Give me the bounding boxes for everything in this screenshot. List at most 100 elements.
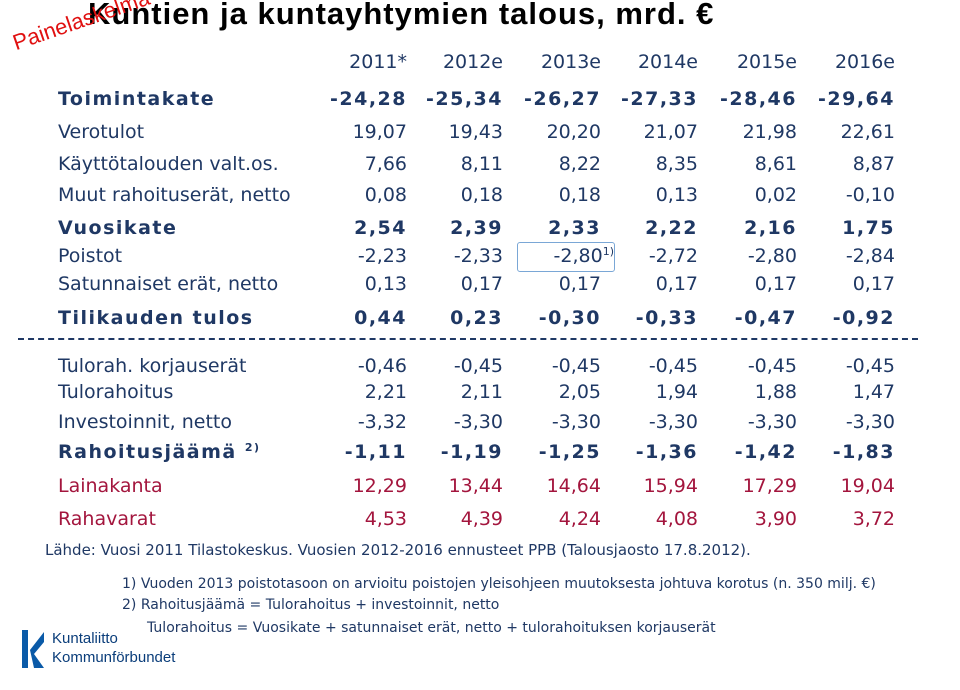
cell: -3,30 — [453, 411, 503, 433]
cell: -0,33 — [635, 307, 698, 329]
cell: -3,30 — [845, 411, 895, 433]
cell: -1,11 — [344, 441, 407, 463]
cell: -0,45 — [453, 355, 503, 377]
column-header: 2013e — [540, 51, 601, 73]
cell: 21,98 — [742, 121, 797, 143]
cell: -3,32 — [357, 411, 407, 433]
source: Lähde: Vuosi 2011 Tilastokeskus. Vuosien… — [45, 541, 751, 559]
cell: 7,66 — [364, 153, 407, 175]
cell: 0,17 — [655, 273, 698, 295]
row-label: Vuosikate — [58, 217, 178, 239]
column-header: 2014e — [637, 51, 698, 73]
logo-text: Kuntaliitto — [52, 630, 118, 647]
cell: 2,33 — [548, 217, 601, 239]
separator — [18, 338, 918, 340]
cell: -2,33 — [453, 245, 503, 267]
cell: 2,21 — [364, 381, 407, 403]
footnote-mark: 2) — [244, 440, 261, 454]
cell: 15,94 — [643, 475, 698, 497]
cell: 0,44 — [354, 307, 407, 329]
cell: 3,90 — [754, 508, 797, 530]
cell: 22,61 — [840, 121, 895, 143]
cell: 21,07 — [643, 121, 698, 143]
cell: 8,11 — [460, 153, 503, 175]
row-label: Verotulot — [58, 121, 145, 143]
row-label: Rahavarat — [58, 508, 156, 530]
row-label: Poistot — [58, 245, 123, 267]
cell: 0,18 — [460, 184, 503, 206]
row-label: Tilikauden tulos — [58, 307, 254, 329]
cell: 0,02 — [754, 184, 797, 206]
row-label: Investoinnit, netto — [58, 411, 232, 433]
cell: 20,20 — [546, 121, 601, 143]
cell: 0,17 — [558, 273, 601, 295]
cell: -2,801) — [553, 244, 614, 268]
logo-icon — [22, 630, 44, 668]
cell: -28,46 — [720, 88, 797, 110]
cell: 0,08 — [364, 184, 407, 206]
cell: -2,80 — [747, 245, 797, 267]
title: Kuntien ja kuntayhtymien talous, mrd. € — [88, 0, 715, 31]
cell: -0,45 — [648, 355, 698, 377]
row-label: Satunnaiset erät, netto — [58, 273, 279, 295]
cell: 8,87 — [852, 153, 895, 175]
cell: 2,16 — [744, 217, 797, 239]
footnote-mark: 1) — [602, 244, 614, 258]
cell: -26,27 — [524, 88, 601, 110]
cell: -0,46 — [357, 355, 407, 377]
cell: -1,19 — [440, 441, 503, 463]
cell: 2,11 — [460, 381, 503, 403]
cell: 17,29 — [742, 475, 797, 497]
cell: 1,94 — [655, 381, 698, 403]
cell: 1,88 — [754, 381, 797, 403]
cell: -3,30 — [551, 411, 601, 433]
cell: 0,13 — [364, 273, 407, 295]
cell: 0,13 — [655, 184, 698, 206]
cell: -3,30 — [747, 411, 797, 433]
cell: -29,64 — [818, 88, 895, 110]
note: 1) Vuoden 2013 poistotasoon on arvioitu … — [122, 576, 876, 592]
cell: 0,17 — [460, 273, 503, 295]
cell: 0,17 — [754, 273, 797, 295]
cell: -1,42 — [734, 441, 797, 463]
cell: -1,83 — [832, 441, 895, 463]
note: 2) Rahoitusjäämä = Tulorahoitus + invest… — [122, 597, 500, 613]
cell: 2,54 — [354, 217, 407, 239]
cell: 2,39 — [450, 217, 503, 239]
row-label: Käyttötalouden valt.os. — [58, 153, 279, 175]
cell: -0,45 — [845, 355, 895, 377]
cell: -24,28 — [330, 88, 407, 110]
column-header: 2016e — [834, 51, 895, 73]
cell: 8,35 — [655, 153, 698, 175]
cell: 1,75 — [842, 217, 895, 239]
cell: 8,22 — [558, 153, 601, 175]
cell: 2,05 — [558, 381, 601, 403]
cell: -0,45 — [551, 355, 601, 377]
cell: -0,30 — [538, 307, 601, 329]
cell: -0,45 — [747, 355, 797, 377]
row-label: Toimintakate — [58, 88, 216, 110]
cell: 2,22 — [645, 217, 698, 239]
column-header: 2015e — [736, 51, 797, 73]
cell: 19,07 — [352, 121, 407, 143]
cell: 3,72 — [852, 508, 895, 530]
cell: -27,33 — [621, 88, 698, 110]
cell: -1,36 — [635, 441, 698, 463]
logo-text: Kommunförbundet — [52, 649, 176, 666]
cell: 0,17 — [852, 273, 895, 295]
cell: 12,29 — [352, 475, 407, 497]
cell: 4,08 — [655, 508, 698, 530]
row-label: Rahoitusjäämä 2) — [58, 440, 261, 464]
cell: -0,47 — [734, 307, 797, 329]
cell: 4,53 — [364, 508, 407, 530]
cell: 1,47 — [852, 381, 895, 403]
row-label: Tulorahoitus — [58, 381, 174, 403]
cell: -2,23 — [357, 245, 407, 267]
highlight-box — [517, 242, 615, 272]
cell: 13,44 — [448, 475, 503, 497]
cell: 0,23 — [450, 307, 503, 329]
cell: -3,30 — [648, 411, 698, 433]
cell: 4,39 — [460, 508, 503, 530]
cell: 4,24 — [558, 508, 601, 530]
cell: -1,25 — [538, 441, 601, 463]
